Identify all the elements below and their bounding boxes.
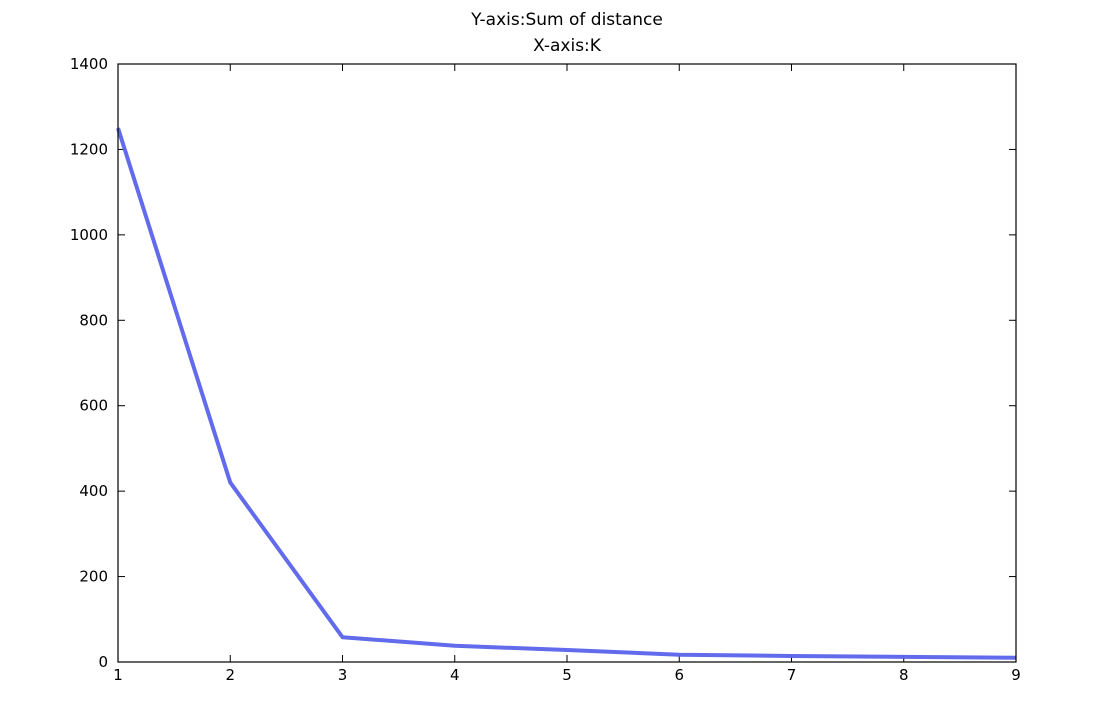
- chart-title-line-1: Y-axis:Sum of distance: [470, 10, 663, 30]
- x-tick-label: 7: [787, 666, 797, 684]
- y-tick-label: 600: [79, 397, 108, 415]
- series-line: [116, 127, 1017, 660]
- plot-area: [116, 127, 1017, 660]
- x-tick-label: 8: [899, 666, 909, 684]
- y-tick-label: 1000: [70, 226, 108, 244]
- x-tick-label: 1: [113, 666, 123, 684]
- plot-frame: [117, 63, 1017, 663]
- x-tick-label: 2: [225, 666, 235, 684]
- y-tick-label: 1400: [70, 55, 108, 73]
- x-tick-label: 9: [1011, 666, 1021, 684]
- x-tick-label: 6: [674, 666, 684, 684]
- y-tick-label: 400: [79, 482, 108, 500]
- y-tick-label: 200: [79, 568, 108, 586]
- x-tick-label: 4: [450, 666, 460, 684]
- x-tick-label: 5: [562, 666, 572, 684]
- x-tick-label: 3: [338, 666, 348, 684]
- axis-ticks: 1 2 3 4 5 6 7 8 9 0 200 400 600 800 1000 1200 1400: [70, 55, 1021, 684]
- chart-title-line-2: X-axis:K: [533, 36, 602, 56]
- y-tick-label: 1200: [70, 140, 108, 158]
- y-tick-label: 800: [79, 311, 108, 329]
- y-tick-label: 0: [98, 653, 108, 671]
